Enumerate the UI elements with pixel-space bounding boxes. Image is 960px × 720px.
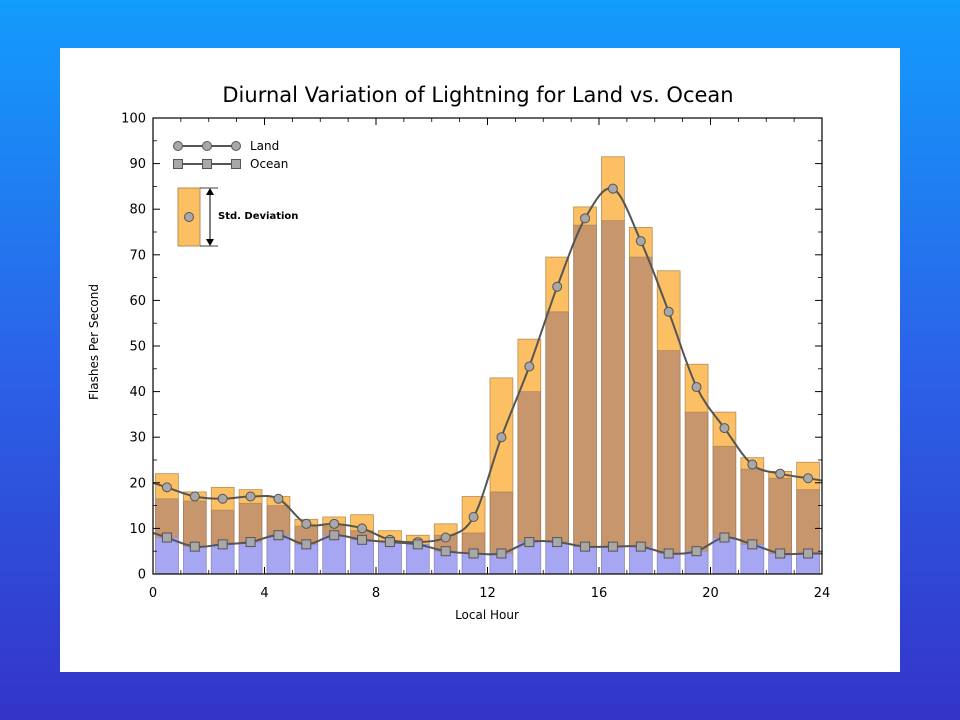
ocean-point — [329, 530, 340, 541]
legend-land-marker — [231, 141, 241, 151]
land-point — [607, 183, 618, 194]
ocean-point — [189, 541, 200, 552]
x-tick-label: 16 — [591, 586, 608, 601]
land-point — [217, 493, 228, 504]
land-bar — [545, 311, 570, 575]
y-tick-label: 60 — [129, 294, 146, 309]
legend-std-marker — [184, 212, 194, 222]
x-tick-label: 0 — [149, 586, 157, 601]
y-tick-label: 0 — [138, 568, 146, 583]
ocean-point — [384, 537, 395, 548]
ocean-point — [468, 548, 479, 559]
ocean-bar — [266, 534, 291, 575]
ocean-point — [607, 541, 618, 552]
ocean-point — [552, 537, 563, 548]
x-tick-label: 12 — [479, 586, 496, 601]
ocean-point — [496, 548, 507, 559]
y-tick-label: 20 — [129, 476, 146, 491]
ocean-point — [775, 548, 786, 559]
y-tick-label: 70 — [129, 248, 146, 263]
ocean-point — [412, 539, 423, 550]
ocean-bar — [322, 534, 346, 575]
land-point — [775, 468, 786, 479]
land-point — [552, 281, 563, 292]
land-point — [245, 491, 256, 502]
legend-ocean-marker — [202, 159, 212, 169]
legend-ocean-marker — [173, 159, 183, 169]
ocean-point — [747, 539, 758, 550]
land-bar — [601, 220, 625, 575]
x-tick-label: 4 — [260, 586, 268, 601]
chart: Diurnal Variation of Lightning for Land … — [87, 83, 831, 622]
ocean-point — [580, 541, 591, 552]
land-point — [719, 423, 730, 434]
chart-panel: Diurnal Variation of Lightning for Land … — [60, 48, 900, 672]
ocean-point — [273, 530, 284, 541]
y-axis-label: Flashes Per Second — [87, 284, 101, 400]
ocean-point — [161, 532, 172, 543]
ocean-point — [803, 548, 814, 559]
ocean-point — [301, 539, 312, 550]
land-point — [468, 512, 479, 522]
legend-std-arrow-up — [206, 188, 214, 195]
legend-land-marker — [173, 141, 183, 151]
legend-land-label: Land — [250, 139, 279, 153]
y-tick-label: 50 — [129, 340, 146, 355]
ocean-bar — [712, 537, 737, 575]
land-point — [440, 532, 451, 543]
land-point — [301, 518, 312, 529]
land-bar — [656, 350, 681, 575]
land-point — [691, 382, 702, 393]
land-point — [580, 213, 591, 224]
land-point — [524, 361, 535, 372]
x-axis-label: Local Hour — [455, 608, 519, 622]
y-tick-label: 100 — [121, 112, 146, 127]
land-point — [357, 523, 368, 534]
ocean-bar — [350, 539, 374, 575]
ocean-point — [635, 541, 646, 552]
ocean-point — [245, 537, 256, 548]
ocean-point — [691, 546, 702, 557]
y-tick-label: 90 — [129, 157, 146, 172]
land-point — [803, 473, 814, 484]
ocean-point — [217, 539, 228, 550]
land-point — [189, 491, 200, 502]
legend-std-label: Std. Deviation — [218, 211, 298, 222]
y-tick-label: 80 — [129, 203, 146, 218]
ocean-point — [524, 537, 535, 548]
y-tick-label: 40 — [129, 385, 146, 400]
legend-ocean-label: Ocean — [250, 157, 288, 171]
land-point — [161, 482, 172, 493]
x-tick-label: 20 — [702, 586, 719, 601]
ocean-point — [440, 546, 451, 557]
ocean-point — [663, 548, 674, 559]
legend-std-arrow-down — [206, 239, 214, 246]
x-tick-label: 24 — [814, 586, 831, 601]
ocean-bar — [155, 537, 179, 575]
ocean-point — [357, 534, 368, 545]
legend-ocean-marker — [231, 159, 241, 169]
legend-land-marker — [202, 141, 212, 151]
land-point — [635, 236, 646, 247]
x-tick-label: 8 — [372, 586, 380, 601]
land-point — [496, 432, 507, 443]
land-line — [152, 187, 823, 544]
land-point — [273, 493, 284, 504]
land-point — [663, 306, 674, 317]
y-tick-label: 30 — [129, 431, 146, 446]
land-point — [329, 518, 340, 529]
land-bar — [628, 256, 653, 575]
ocean-point — [719, 532, 730, 543]
chart-title: Diurnal Variation of Lightning for Land … — [222, 83, 733, 107]
land-point — [747, 459, 758, 470]
y-tick-label: 10 — [129, 522, 146, 537]
land-bar — [573, 224, 597, 575]
